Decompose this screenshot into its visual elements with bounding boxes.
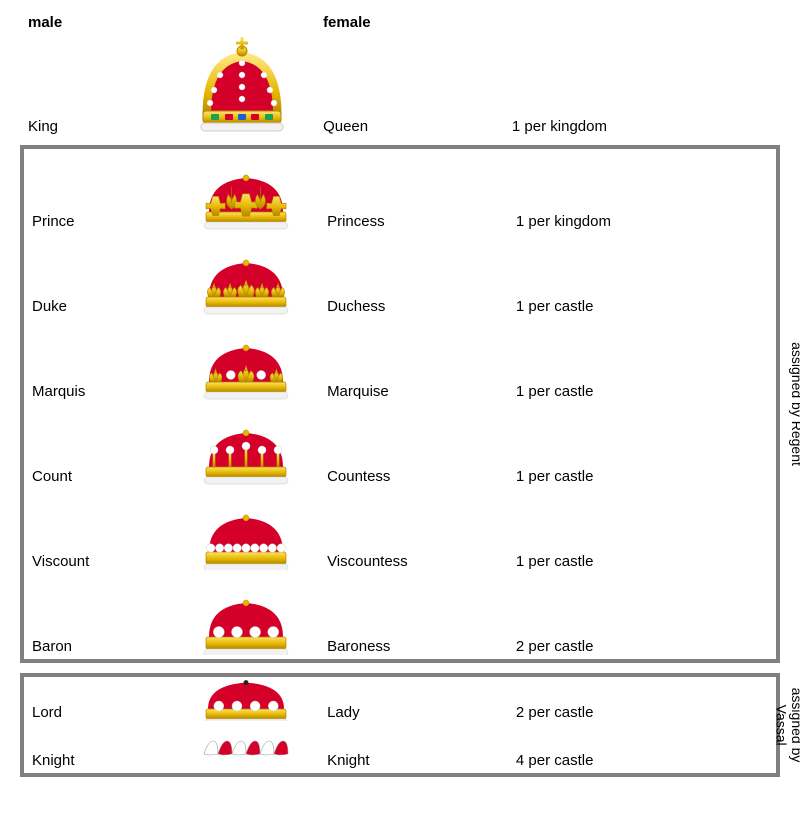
crown-viscount-cell <box>166 489 319 574</box>
header-female: female <box>315 10 504 33</box>
rank-count-lord: 2 per castle <box>508 677 744 725</box>
count-crown-icon <box>174 407 319 485</box>
crown-baron-cell <box>166 574 319 659</box>
rank-female-prince: Princess <box>319 149 508 234</box>
rank-female-viscount: Viscountess <box>319 489 508 574</box>
crown-duke-cell <box>166 234 319 319</box>
knight-crown-icon <box>174 727 319 769</box>
rank-count-king: 1 per kingdom <box>504 33 740 139</box>
king-crown-icon <box>187 35 297 135</box>
rank-male-knight: Knight <box>24 725 166 773</box>
rank-female-duke: Duchess <box>319 234 508 319</box>
vassal-box: assigned by Vassal Lord Lady 2 per castl… <box>20 673 780 777</box>
regent-table: Prince Princess 1 per kingdom Duke Duche… <box>24 149 744 659</box>
rank-male-baron: Baron <box>24 574 166 659</box>
marquis-crown-icon <box>174 322 319 400</box>
rank-male-king: King <box>20 33 162 139</box>
rank-female-count: Countess <box>319 404 508 489</box>
lord-crown-icon <box>174 679 319 721</box>
rank-count-marquis: 1 per castle <box>508 319 744 404</box>
rank-count-baron: 2 per castle <box>508 574 744 659</box>
rank-count-count: 1 per castle <box>508 404 744 489</box>
rank-count-prince: 1 per kingdom <box>508 149 744 234</box>
nobility-hierarchy-diagram: male female King <box>20 10 780 777</box>
rank-female-baron: Baroness <box>319 574 508 659</box>
rank-female-queen: Queen <box>315 33 504 139</box>
vassal-label: assigned by Vassal <box>773 688 800 763</box>
rank-male-lord: Lord <box>24 677 166 725</box>
crown-prince-cell <box>166 149 319 234</box>
regent-box: assigned by Regent Prince Princess 1 per… <box>20 145 780 663</box>
top-table: male female King <box>20 10 740 139</box>
crown-king-cell <box>162 33 315 139</box>
crown-count-cell <box>166 404 319 489</box>
rank-count-duke: 1 per castle <box>508 234 744 319</box>
vassal-table: Lord Lady 2 per castle Knight Knight 4 p… <box>24 677 744 773</box>
rank-count-viscount: 1 per castle <box>508 489 744 574</box>
rank-male-count: Count <box>24 404 166 489</box>
crown-knight-cell <box>166 725 319 773</box>
prince-crown-icon <box>174 152 319 230</box>
baron-crown-icon <box>174 577 319 655</box>
rank-male-marquis: Marquis <box>24 319 166 404</box>
rank-male-duke: Duke <box>24 234 166 319</box>
header-male: male <box>20 10 162 33</box>
rank-count-knight: 4 per castle <box>508 725 744 773</box>
rank-male-prince: Prince <box>24 149 166 234</box>
crown-lord-cell <box>166 677 319 725</box>
rank-male-viscount: Viscount <box>24 489 166 574</box>
duke-crown-icon <box>174 237 319 315</box>
regent-label: assigned by Regent <box>789 342 800 466</box>
crown-marquis-cell <box>166 319 319 404</box>
rank-female-marquis: Marquise <box>319 319 508 404</box>
viscount-crown-icon <box>174 492 319 570</box>
rank-female-lord: Lady <box>319 677 508 725</box>
rank-female-knight: Knight <box>319 725 508 773</box>
